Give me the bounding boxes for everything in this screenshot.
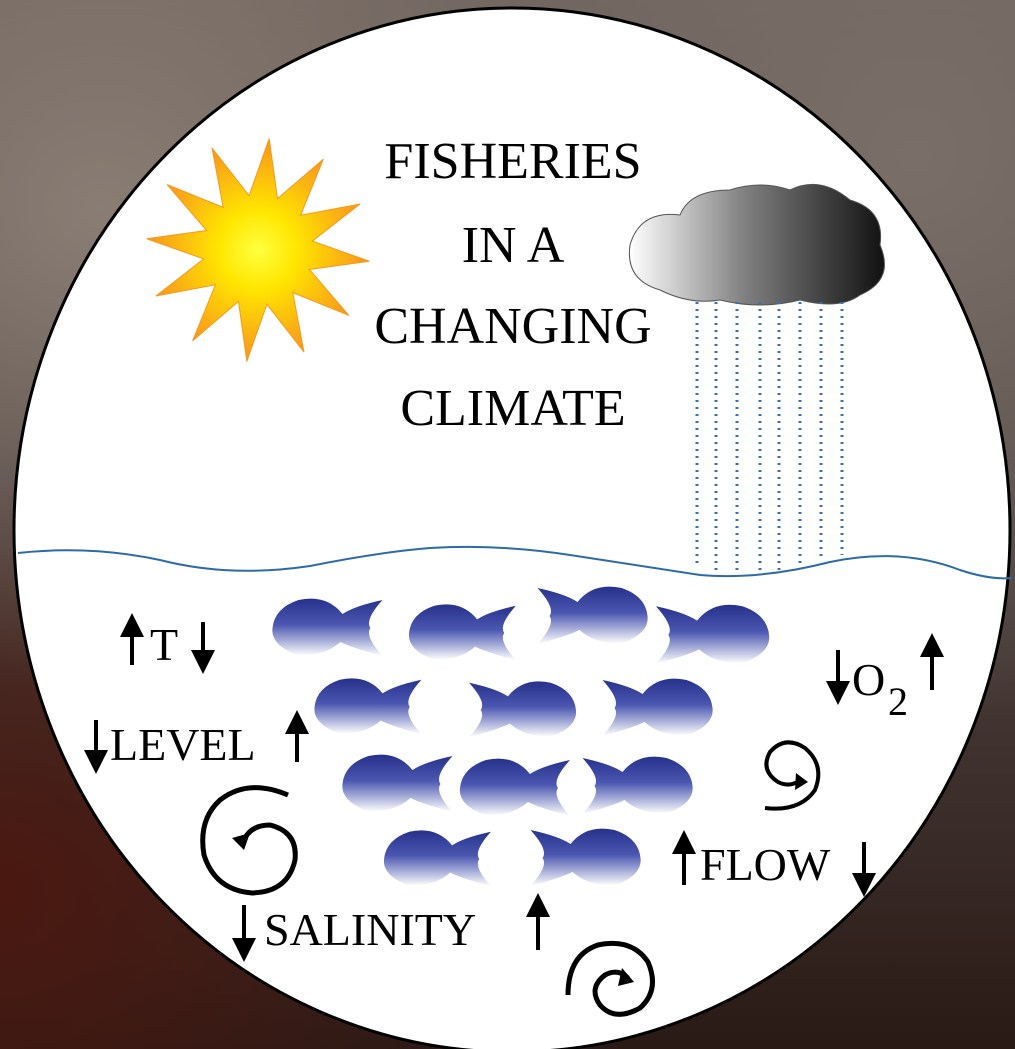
fish-icon — [408, 604, 516, 661]
title-line-3: CHANGING — [374, 298, 651, 355]
svg-text:FLOW: FLOW — [700, 839, 831, 890]
svg-text:O: O — [852, 654, 885, 705]
whirlpool-icon — [764, 740, 821, 811]
title-line-4: CLIMATE — [400, 380, 625, 437]
cloud-icon — [628, 183, 885, 306]
fish-icon — [383, 830, 491, 887]
salinity-indicator: SALINITY — [232, 893, 550, 962]
title-line-1: FISHERIES — [384, 133, 641, 190]
svg-text:LEVEL: LEVEL — [110, 719, 256, 770]
fish-icon — [537, 586, 648, 644]
whirlpool-icon — [200, 785, 298, 896]
fish-icon — [530, 828, 641, 886]
fish-icon — [655, 604, 770, 664]
svg-text:SALINITY: SALINITY — [264, 904, 476, 955]
rain-icon — [695, 302, 844, 575]
sun-icon — [146, 138, 370, 362]
fish-icon — [342, 754, 453, 812]
whirlpool-icon — [565, 940, 655, 1017]
fish-icon — [314, 678, 422, 735]
oxygen-indicator: O 2 — [826, 633, 944, 724]
fish-icon — [469, 681, 577, 738]
svg-text:T: T — [150, 619, 178, 670]
svg-text:2: 2 — [888, 679, 908, 724]
fish-icon — [459, 758, 570, 816]
flow-indicator: FLOW — [672, 830, 876, 897]
level-indicator: LEVEL — [84, 710, 309, 774]
water-surface-line — [17, 545, 1013, 580]
fish-icon — [582, 756, 693, 814]
fish-icon — [602, 678, 713, 736]
temperature-indicator: T — [120, 613, 215, 674]
title-line-2: IN A — [462, 217, 565, 274]
fish-icon — [272, 598, 383, 656]
